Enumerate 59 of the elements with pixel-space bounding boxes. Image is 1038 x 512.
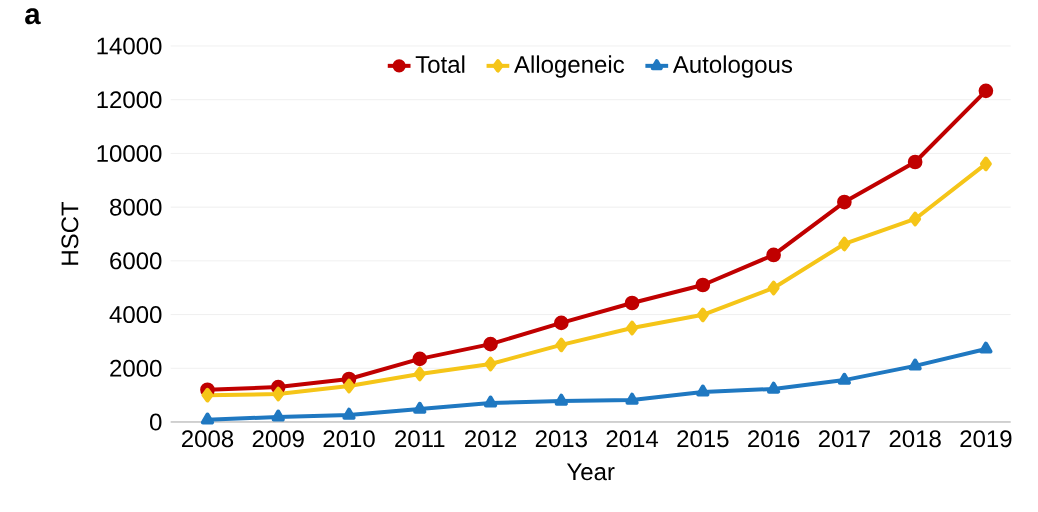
point [766,247,781,263]
point [413,401,427,414]
point [271,409,285,422]
point [695,277,711,293]
x-tick-label: 2008 [181,430,234,448]
x-tick-label: 2016 [748,430,800,448]
y-tick-label: 12000 [97,91,162,109]
y-tick-label: 2000 [110,359,162,377]
x-tick-label: 2011 [395,430,445,448]
point [837,194,852,210]
point [909,211,922,227]
point [272,386,285,402]
text: a [25,8,41,25]
point [766,381,781,394]
point [979,156,992,172]
x-tick-label: 2019 [960,430,1012,448]
x-tick-label: 2018 [889,430,941,448]
x-axis-title: Year [566,463,615,481]
point [978,83,994,99]
point [696,384,710,397]
y-tick-label: 6000 [110,252,162,270]
point [908,358,922,371]
x-tick-label: 2010 [323,430,375,448]
point [696,307,709,323]
point [483,336,498,352]
point [413,366,426,382]
x-tick-label: 2014 [606,430,659,448]
point [412,351,428,367]
point [979,341,993,354]
y-tick-label: 10000 [97,144,162,162]
legend-label: Total [415,55,465,73]
point [837,372,851,385]
point [484,356,497,372]
point [342,407,356,420]
point [625,392,639,405]
point [907,154,923,170]
point [554,393,568,406]
point [838,236,851,252]
x-tick-label: 2013 [535,430,587,448]
y-tick-label: 14000 [97,37,162,55]
y-axis-title: HSCT [61,201,79,265]
legend-label: Allogeneic [514,55,625,78]
x-tick-label: 2015 [677,430,729,448]
x-tick-label: 2017 [818,430,870,448]
x-tick-label: 2009 [252,430,304,448]
point [200,412,215,425]
point [626,320,639,336]
y-tick-label: 8000 [110,198,162,216]
point [624,295,640,311]
legend-label: Autologous [672,55,793,78]
y-tick-label: 4000 [109,306,162,324]
point [555,337,568,353]
point [483,395,498,408]
point [767,280,780,296]
point [201,387,214,403]
point [553,315,569,331]
point [343,378,355,394]
x-tick-label: 2012 [465,430,517,448]
y-tick-label: 0 [150,413,162,431]
